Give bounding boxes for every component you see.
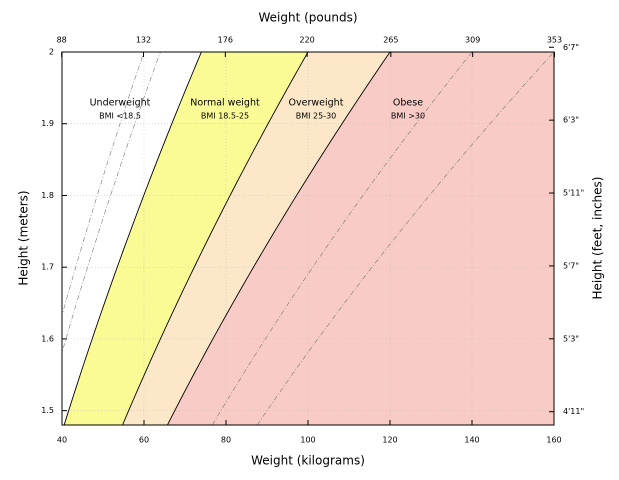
x2-tick-label: 265: [383, 36, 398, 45]
y2-tick-label: 5'7": [563, 261, 579, 270]
x2-tick-label: 132: [136, 36, 151, 45]
y-tick-label: 2: [49, 48, 54, 57]
x2-tick-label: 176: [218, 36, 233, 45]
y2-tick-label: 5'11": [563, 189, 584, 198]
bmi-band: [64, 52, 308, 425]
plot-area: [62, 52, 554, 425]
band-label: BMI <18.5: [99, 112, 141, 121]
x-tick-label: 100: [300, 436, 315, 445]
y-tick-label: 1.6: [41, 334, 54, 343]
reference-line: [62, 52, 145, 317]
band-label: BMI 18.5-25: [201, 112, 249, 121]
x-tick-label: 40: [57, 436, 67, 445]
y2-tick-label: 6'7": [563, 43, 579, 52]
reference-line: [62, 52, 161, 354]
reference-line: [212, 52, 473, 425]
x-axis-label: Weight (kilograms): [251, 454, 365, 468]
bmi-band: [167, 52, 554, 425]
y-tick-label: 1.9: [41, 119, 54, 128]
x2-tick-label: 309: [465, 36, 480, 45]
x-tick-label: 80: [221, 436, 231, 445]
bmi-band: [122, 52, 391, 425]
y2-tick-label: 4'11": [563, 407, 584, 416]
x-tick-label: 140: [464, 436, 479, 445]
y-tick-label: 1.8: [41, 191, 54, 200]
boundary-line: [63, 52, 202, 425]
band-name: Normal weight: [190, 98, 260, 109]
x2-tick-label: 353: [547, 36, 562, 45]
band-name: Overweight: [289, 98, 344, 109]
y-tick-label: 1.7: [41, 263, 54, 272]
x2-axis-label: Weight (pounds): [258, 11, 357, 25]
y2-axis-label: Height (feet, inches): [591, 177, 605, 300]
y2-tick-label: 5'3": [563, 334, 579, 343]
reference-line: [256, 52, 554, 425]
x2-tick-label: 220: [300, 36, 315, 45]
bmi-band: [62, 52, 202, 425]
boundary-line: [122, 52, 309, 425]
x-tick-label: 160: [546, 436, 561, 445]
band-name: Underweight: [90, 98, 151, 109]
y-tick-label: 1.5: [41, 406, 54, 415]
x2-tick-label: 88: [57, 36, 67, 45]
x-tick-label: 120: [382, 436, 397, 445]
band-name: Obese: [393, 98, 423, 109]
x-tick-label: 60: [139, 436, 149, 445]
band-label: BMI >30: [391, 112, 425, 121]
boundary-line: [167, 52, 391, 425]
y2-tick-label: 6'3": [563, 116, 579, 125]
band-label: BMI 25-30: [296, 112, 337, 121]
y-axis-label: Height (meters): [17, 190, 31, 285]
